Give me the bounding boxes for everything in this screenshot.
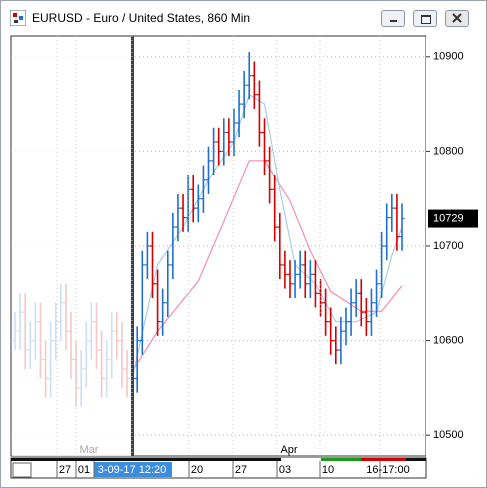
title-bar: EURUSD - Euro / United States, 860 Min bbox=[1, 1, 486, 33]
last-price-box bbox=[428, 209, 478, 228]
x-tick-label: 16-17:00 bbox=[366, 464, 409, 476]
y-tick-label: 10500 bbox=[433, 429, 464, 441]
x-tick-label: 20 bbox=[191, 464, 203, 476]
x-tick-label: 3-09-17 12:20 bbox=[98, 464, 167, 476]
session-strip bbox=[321, 458, 361, 461]
cursor-time-box bbox=[94, 462, 172, 477]
x-tick-label: 27 bbox=[235, 464, 247, 476]
session-strip bbox=[141, 458, 281, 461]
minimize-button[interactable] bbox=[381, 10, 405, 27]
axis-handle bbox=[12, 462, 32, 478]
history-divider bbox=[131, 36, 134, 456]
x-tick-label: 03 bbox=[279, 464, 291, 476]
x-tick-label: 01 bbox=[78, 464, 90, 476]
x-tick-label: 10 bbox=[322, 464, 334, 476]
chart: 10500 10600 10700 10800 10900 10729 27 01 3-09-1… bbox=[10, 35, 482, 479]
window-title: EURUSD - Euro / United States, 860 Min bbox=[32, 11, 251, 25]
session-strip bbox=[406, 458, 426, 461]
y-tick-label: 10700 bbox=[433, 240, 464, 252]
history-shade bbox=[12, 37, 132, 456]
session-strip bbox=[11, 458, 141, 461]
session-strip bbox=[281, 458, 321, 461]
maximize-button[interactable] bbox=[413, 10, 437, 27]
close-button[interactable] bbox=[445, 10, 469, 27]
last-price-label: 10729 bbox=[433, 212, 464, 224]
y-tick-label: 10600 bbox=[433, 335, 464, 347]
y-tick-label: 10900 bbox=[433, 51, 464, 63]
close-icon bbox=[452, 13, 462, 23]
app-icon bbox=[10, 10, 26, 26]
x-tick-label: 27 bbox=[59, 464, 71, 476]
axis-area bbox=[426, 36, 482, 478]
moving-average bbox=[131, 93, 403, 379]
y-tick-label: 10800 bbox=[433, 145, 464, 157]
month-label: Apr bbox=[280, 444, 297, 456]
session-strip bbox=[361, 458, 406, 461]
month-label: Mar bbox=[80, 444, 99, 456]
